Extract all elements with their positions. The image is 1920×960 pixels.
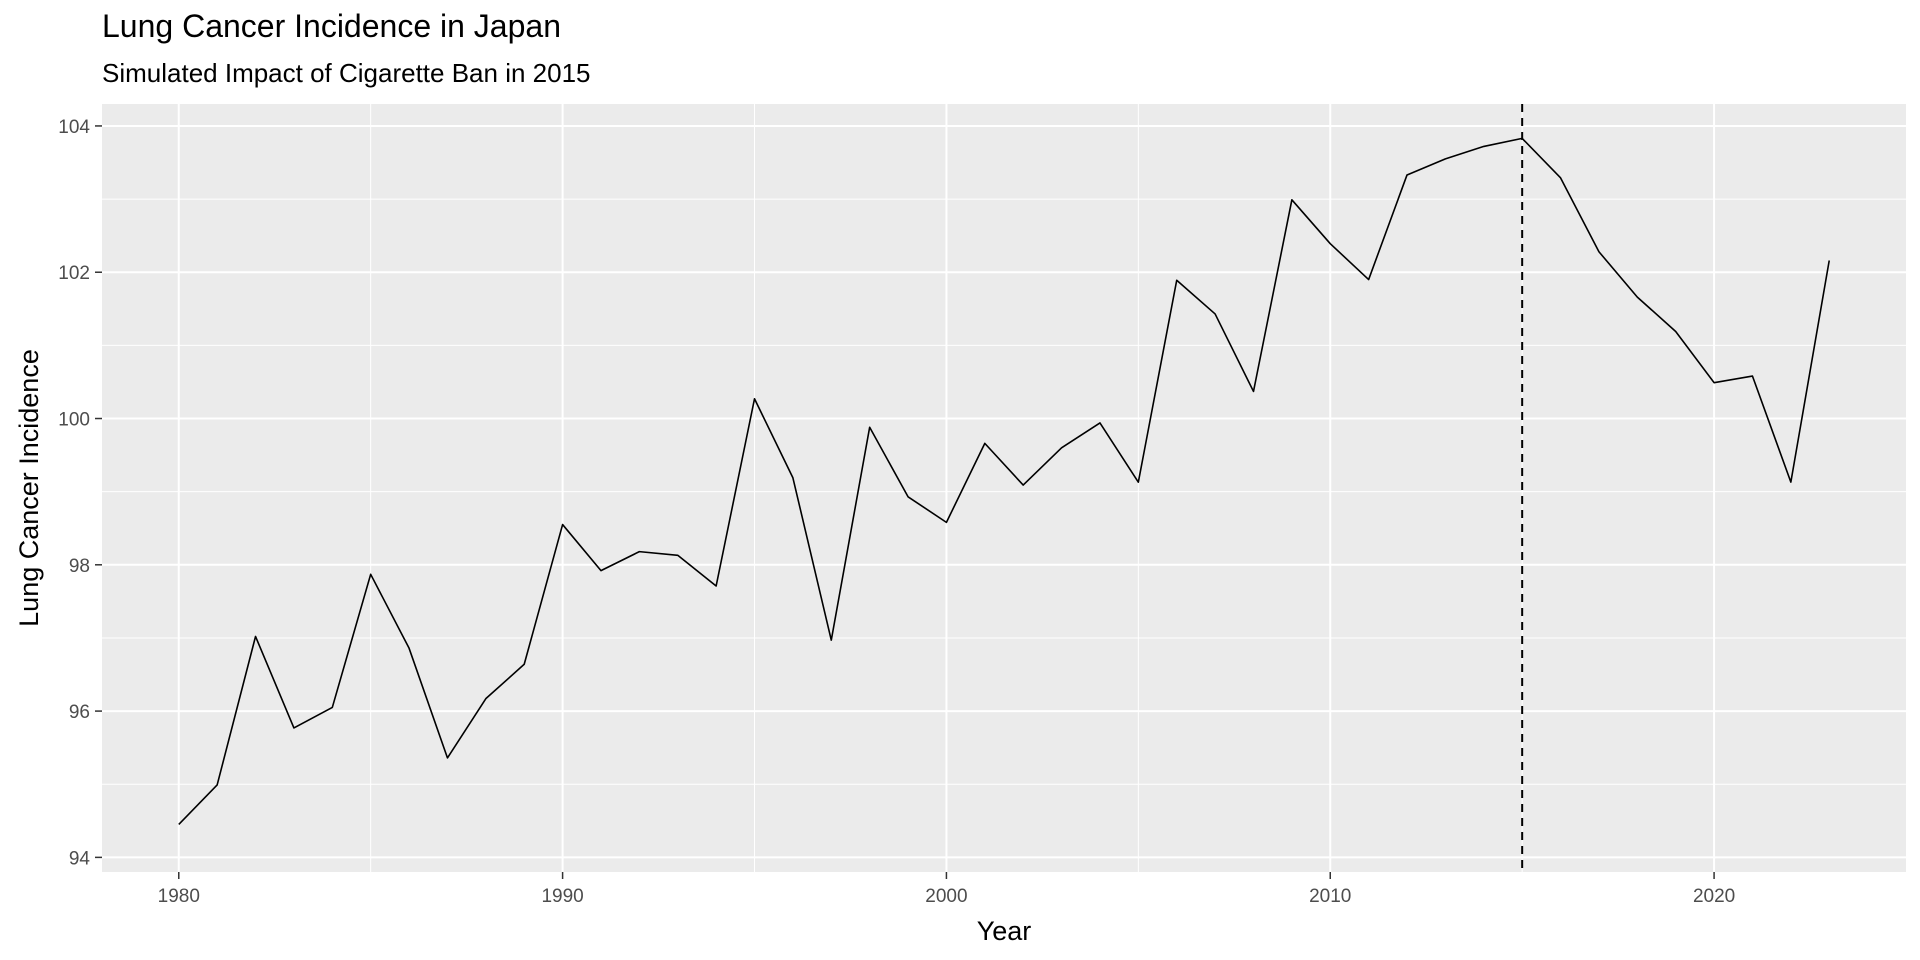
y-tick-label: 104: [58, 117, 90, 138]
incidence-series-line: [178, 137, 1831, 826]
y-tick-label: 100: [58, 410, 90, 431]
x-tick-label: 2000: [925, 886, 967, 907]
y-tick-label: 102: [58, 263, 90, 284]
y-axis-title: Lung Cancer Incidence: [14, 349, 44, 627]
y-tick-label: 98: [69, 556, 90, 577]
x-tick-label: 1980: [158, 886, 200, 907]
y-tick-label: 94: [69, 848, 91, 869]
x-tick-label: 1990: [541, 886, 583, 907]
x-tick-label: 2010: [1309, 886, 1351, 907]
y-tick-label: 96: [69, 702, 90, 723]
chart-title: Lung Cancer Incidence in Japan: [102, 8, 561, 44]
plot-panel: [102, 104, 1906, 872]
chart-subtitle: Simulated Impact of Cigarette Ban in 201…: [102, 58, 591, 88]
x-axis-title: Year: [977, 916, 1032, 946]
x-tick-label: 2020: [1693, 886, 1735, 907]
